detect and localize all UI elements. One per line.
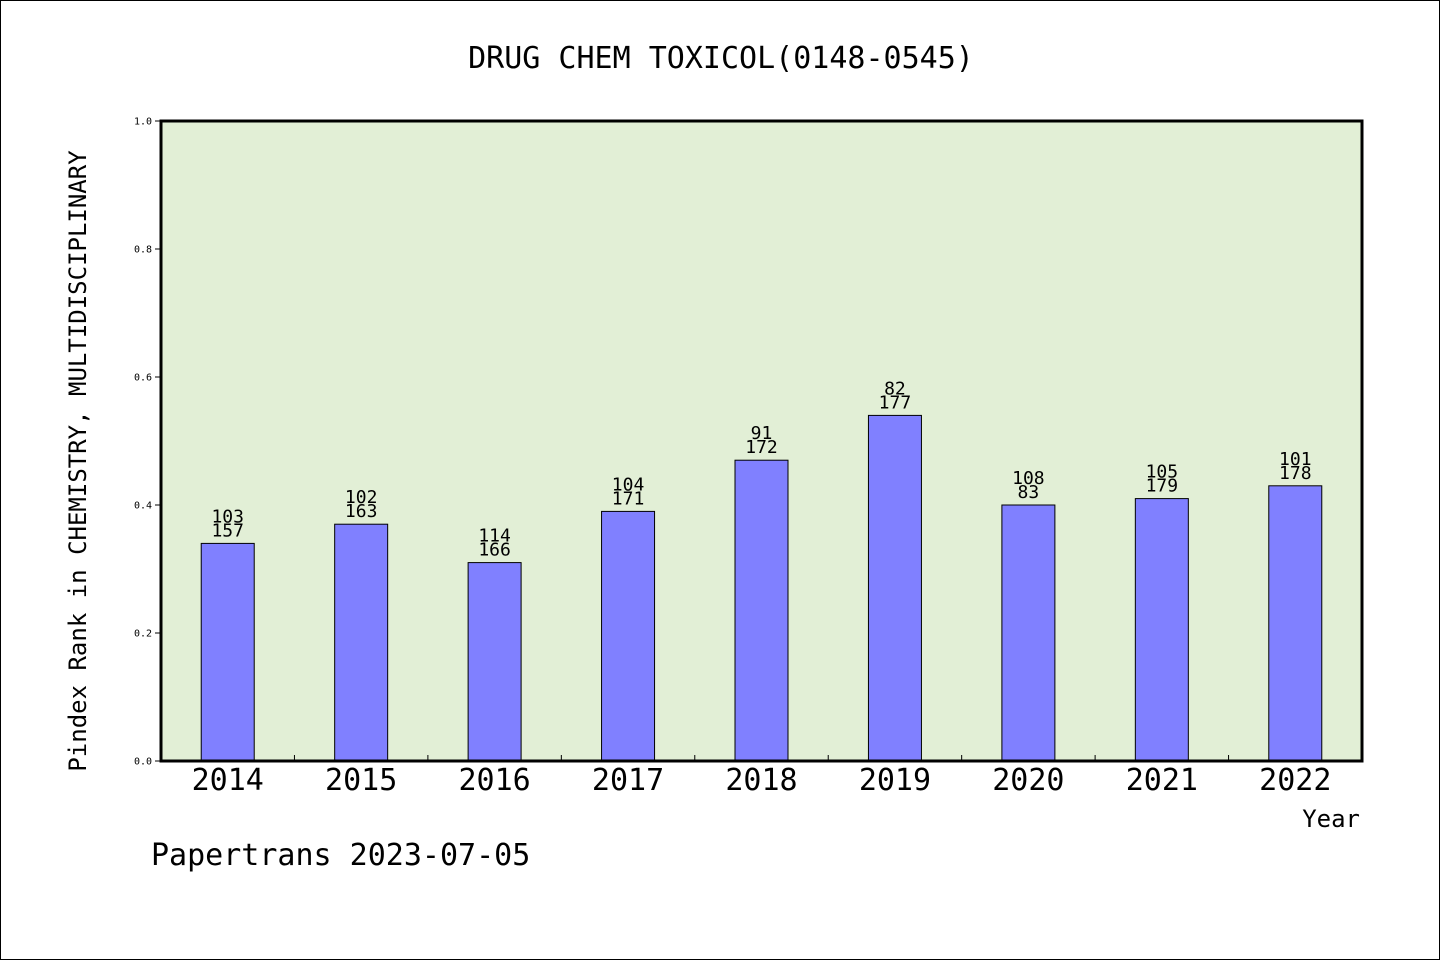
bar-label-top: 103 [211,506,244,527]
y-tick-label: 1.0 [134,117,152,128]
bar-label-top: 114 [478,526,511,547]
bar-label-top: 101 [1279,449,1312,470]
bar-2018 [734,459,789,762]
bar-label-top: 105 [1146,462,1179,483]
chart-title: DRUG CHEM TOXICOL(0148-0545) [468,41,974,76]
bar-label-bottom: 179 [1146,476,1179,497]
x-axis-label: Year [1302,805,1360,833]
x-tick-label: 2021 [1126,763,1198,798]
plot-border [159,119,1364,763]
bar-label-top: 104 [612,474,645,495]
bar-2022 [1268,485,1323,762]
x-tick-label: 2014 [192,763,264,798]
y-tick-label: 0.4 [134,501,152,512]
x-tick-label: 2020 [992,763,1064,798]
x-tick-label: 2016 [458,763,530,798]
bar-2019 [867,414,922,762]
bar-2014 [200,542,255,762]
bar-label-bottom: 171 [612,488,645,509]
bar-2020 [1001,504,1056,762]
bar-label-bottom: 83 [1018,482,1040,503]
x-tick-label: 2017 [592,763,664,798]
bar-label-bottom: 177 [879,392,912,413]
bar-2021 [1134,498,1189,762]
y-tick-label: 0.6 [134,373,152,384]
x-tick-label: 2015 [325,763,397,798]
bar-label-top: 82 [884,378,906,399]
bar-label-bottom: 178 [1279,463,1312,484]
bar-2016 [467,562,522,762]
bar-label-bottom: 172 [745,437,778,458]
bar-label-bottom: 166 [478,540,511,561]
x-tick-label: 2019 [859,763,931,798]
bar-label-bottom: 157 [211,520,244,541]
bar-label-top: 108 [1012,468,1045,489]
footer-source: Papertrans 2023-07-05 [151,838,530,873]
bar-label-top: 102 [345,487,378,508]
x-tick-label: 2018 [725,763,797,798]
y-tick-label: 0.8 [134,245,152,256]
bar-label-top: 91 [751,423,773,444]
y-tick-label: 0.2 [134,629,152,640]
bar-label-bottom: 163 [345,501,378,522]
bar-2015 [334,523,389,762]
x-tick-label: 2022 [1259,763,1331,798]
y-axis-label: Pindex Rank in CHEMISTRY, MULTIDISCIPLIN… [64,150,92,772]
bar-2017 [601,510,656,762]
y-tick-label: 0.0 [134,757,152,768]
